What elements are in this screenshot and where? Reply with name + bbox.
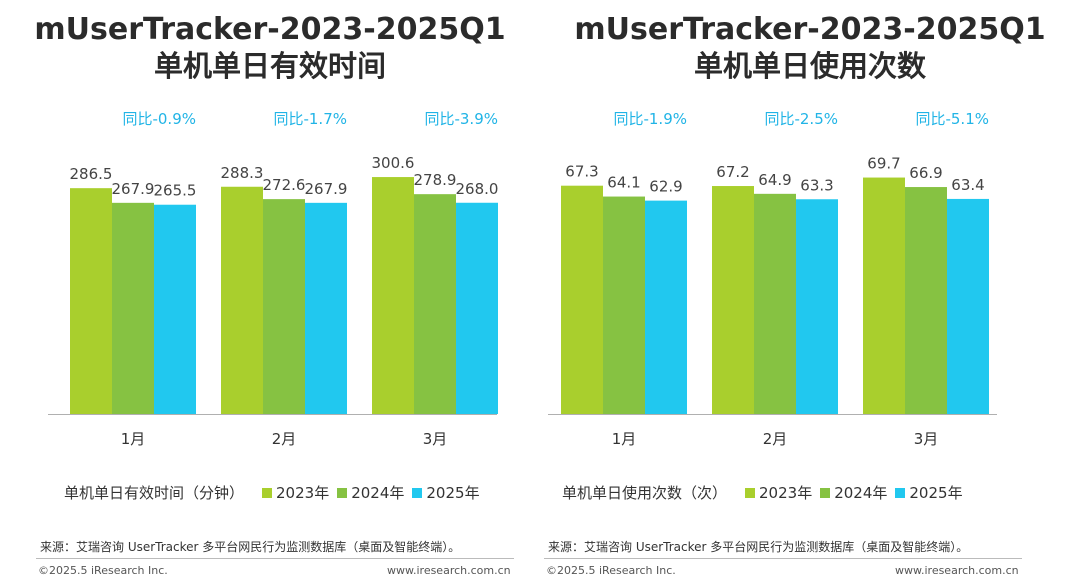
bar-2023-1 — [561, 185, 603, 414]
data-label: 66.9 — [909, 164, 942, 182]
bar-2025-2 — [796, 199, 838, 414]
data-label: 62.9 — [649, 178, 682, 196]
bar-2023-2 — [712, 186, 754, 414]
x-tick-label: 1月 — [121, 430, 146, 448]
chart-title-line1: mUserTracker-2023-2025Q1 — [34, 12, 506, 47]
legend-title: 单机单日使用次数（次） — [562, 484, 728, 502]
legend-item-2025: 2025年 — [895, 482, 963, 503]
yoy-label: 同比-5.1% — [915, 110, 989, 128]
website: www.iresearch.com.cn — [895, 564, 1019, 577]
footer-divider — [36, 558, 514, 559]
legend-label-2024: 2024年 — [351, 484, 405, 502]
bar-2025-3 — [456, 202, 498, 414]
data-label: 265.5 — [154, 182, 197, 200]
legend-item-2023: 2023年 — [745, 482, 812, 503]
legend-swatch-2025 — [895, 487, 906, 498]
legend-item-2024: 2024年 — [820, 482, 887, 503]
bar-2024-2 — [263, 199, 305, 414]
chart-legend: 单机单日有效时间（分钟） 2023年 2024年 2025年 — [64, 482, 488, 503]
frequency-panel: mUserTracker-2023-2025Q1 单机单日使用次数 67.3 64… — [540, 0, 1080, 586]
legend-swatch-2024 — [337, 487, 348, 498]
legend-title: 单机单日有效时间（分钟） — [64, 484, 245, 502]
x-tick-label: 1月 — [612, 430, 637, 448]
data-label: 286.5 — [70, 165, 113, 183]
data-label: 267.9 — [112, 180, 155, 198]
legend-item-2024: 2024年 — [337, 482, 404, 503]
copyright: ©2025.5 iResearch Inc. — [38, 564, 168, 577]
data-label: 69.7 — [867, 155, 900, 173]
legend-swatch-2023 — [745, 487, 756, 498]
legend-label-2025: 2025年 — [909, 484, 963, 502]
legend-swatch-2025 — [412, 487, 423, 498]
data-label: 67.3 — [565, 163, 598, 181]
data-label: 64.1 — [607, 174, 640, 192]
data-label: 278.9 — [414, 171, 457, 189]
bar-2025-3 — [947, 198, 989, 414]
copyright: ©2025.5 iResearch Inc. — [546, 564, 676, 577]
chart-title-line2: 单机单日有效时间 — [153, 49, 386, 83]
x-tick-label: 3月 — [423, 430, 448, 448]
bar-2024-2 — [754, 193, 796, 414]
legend-item-2023: 2023年 — [262, 482, 329, 503]
chart-title-line1: mUserTracker-2023-2025Q1 — [574, 12, 1046, 47]
duration-panel: mUserTracker-2023-2025Q1 单机单日有效时间 286.5 2… — [34, 12, 514, 577]
footer-divider — [544, 558, 1022, 559]
frequency-bar-chart: 67.3 64.1 62.9 同比-1.9% 1月 67.2 64.9 63.3 同比-2.5%… — [548, 110, 997, 448]
data-label: 67.2 — [716, 163, 749, 181]
yoy-label: 同比-0.9% — [122, 110, 196, 128]
legend-label-2025: 2025年 — [426, 484, 480, 502]
bar-2023-3 — [863, 177, 905, 414]
yoy-label: 同比-1.9% — [613, 110, 687, 128]
yoy-label: 同比-3.9% — [424, 110, 498, 128]
x-tick-label: 2月 — [272, 430, 297, 448]
x-tick-label: 2月 — [763, 430, 788, 448]
x-tick-label: 3月 — [914, 430, 939, 448]
bar-2024-3 — [414, 194, 456, 414]
chart-title-line2: 单机单日使用次数 — [693, 49, 926, 83]
data-label: 288.3 — [221, 164, 264, 182]
yoy-label: 同比-2.5% — [764, 110, 838, 128]
data-label: 267.9 — [305, 180, 348, 198]
legend-label-2024: 2024年 — [834, 484, 888, 502]
yoy-label: 同比-1.7% — [273, 110, 347, 128]
bar-2025-2 — [305, 202, 347, 414]
bar-2025-1 — [645, 200, 687, 414]
chart-legend: 单机单日使用次数（次） 2023年 2024年 2025年 — [562, 482, 971, 503]
source-note: 来源：艾瑞咨询 UserTracker 多平台网民行为监测数据库（桌面及智能终端… — [40, 540, 461, 554]
bar-2023-1 — [70, 188, 112, 414]
bar-2025-1 — [154, 204, 196, 414]
data-label: 63.3 — [800, 176, 833, 194]
data-label: 63.4 — [951, 176, 984, 194]
legend-swatch-2024 — [820, 487, 831, 498]
data-label: 300.6 — [372, 154, 415, 172]
legend-label-2023: 2023年 — [759, 484, 813, 502]
data-label: 268.0 — [456, 180, 499, 198]
website: www.iresearch.com.cn — [387, 564, 511, 577]
bar-2024-3 — [905, 187, 947, 414]
bar-2024-1 — [112, 202, 154, 414]
bar-2024-1 — [603, 196, 645, 414]
bar-2023-2 — [221, 186, 263, 414]
source-note: 来源：艾瑞咨询 UserTracker 多平台网民行为监测数据库（桌面及智能终端… — [548, 540, 969, 554]
data-label: 64.9 — [758, 171, 791, 189]
legend-swatch-2023 — [262, 487, 273, 498]
data-label: 272.6 — [263, 176, 306, 194]
legend-item-2025: 2025年 — [412, 482, 480, 503]
legend-label-2023: 2023年 — [276, 484, 330, 502]
bar-2023-3 — [372, 177, 414, 414]
